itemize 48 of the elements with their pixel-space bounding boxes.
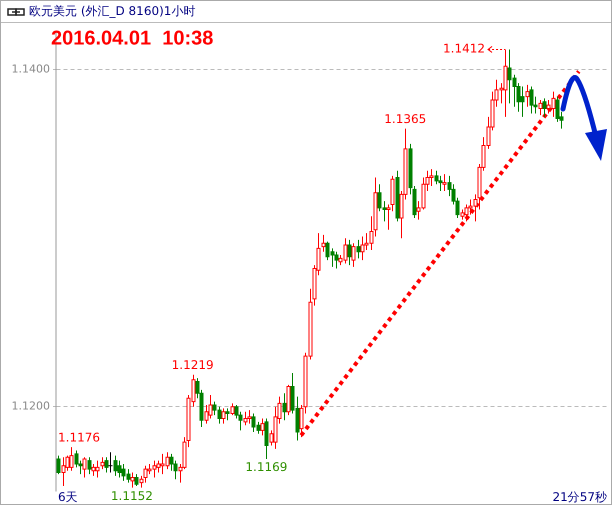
candlestick: [222, 408, 226, 424]
candlestick: [144, 465, 148, 484]
annotation: 1.1169: [245, 460, 288, 474]
annotation: 1.1412: [443, 42, 486, 56]
candlestick: [520, 86, 524, 118]
candlestick: [134, 474, 138, 486]
candlestick: [70, 446, 74, 472]
y-tick-label: 1.1400: [12, 62, 50, 76]
candlestick: [208, 394, 212, 420]
candlestick: [352, 242, 356, 268]
chart-title: 欧元美元 (外汇_D 8160)1小时: [29, 3, 196, 20]
annotation: 1.1219: [172, 358, 214, 372]
candlestick: [62, 456, 66, 486]
annotation: 1.1152: [110, 488, 153, 503]
annotation: 1.1176: [58, 430, 100, 444]
annotation: 2016.04.01 10:38: [51, 28, 214, 50]
candlestick: [114, 455, 118, 476]
candlestick: [100, 456, 104, 470]
candlestick: [538, 100, 542, 116]
candlestick: [108, 452, 113, 473]
candlestick: [356, 239, 360, 259]
y-tick-label: 1.1200: [12, 400, 50, 413]
candlestick: [334, 251, 338, 270]
annotation: 6天: [58, 490, 78, 504]
candlestick: [96, 460, 100, 478]
candlestick: [88, 456, 92, 475]
annotation: 21分57秒: [552, 490, 607, 504]
candlestick: [322, 234, 326, 252]
candlestick: [264, 418, 268, 460]
annotation: 1.1365: [384, 112, 426, 126]
candlestick: [282, 392, 286, 421]
candlestick: [56, 455, 60, 475]
candlestick: [230, 402, 234, 416]
candlestick: [104, 456, 108, 473]
candlestick: [260, 418, 264, 436]
candlestick: [442, 174, 446, 192]
candlestick: [244, 411, 248, 426]
candlestick: [526, 84, 530, 108]
candlestick: [348, 239, 352, 266]
candlestick: [248, 410, 252, 424]
candlestick: [226, 408, 230, 421]
candlestick: [438, 175, 442, 192]
candlestick: [542, 98, 546, 118]
candlestick: [92, 464, 96, 476]
candlestick: [130, 472, 134, 488]
candlestick: [360, 236, 364, 261]
candlestick: [82, 456, 86, 478]
candlestick: [530, 86, 534, 114]
